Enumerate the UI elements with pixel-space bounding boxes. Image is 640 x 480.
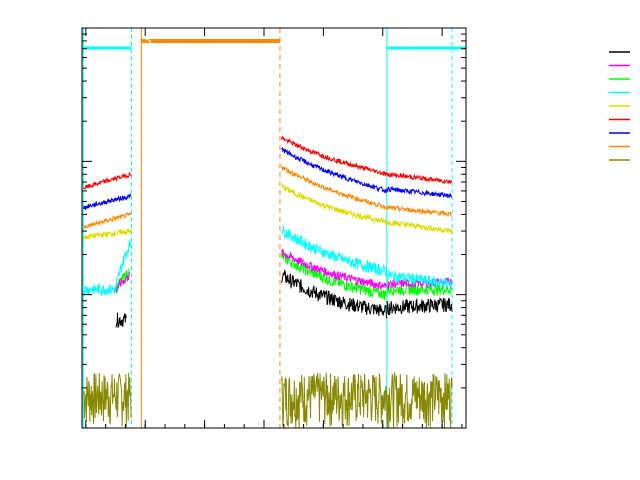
x-tick-label-6: 11:15: [423, 434, 460, 449]
y-tick-label-3: 1000: [45, 22, 78, 37]
series-800_7000keV-segment-2: [386, 204, 453, 218]
x-tick-label-5: 11:00: [364, 434, 401, 449]
x-tick-label-0: 09:45: [67, 434, 104, 449]
x-tick-label-3: 10:30: [245, 434, 282, 449]
legend-label-8: 7000 - 15000 keV: [502, 153, 604, 167]
x-tick-label-4: 10:45: [305, 434, 342, 449]
series-3_6keV-segment-0: [115, 312, 127, 328]
legend-label-3: 25 - 50 keV: [538, 86, 604, 100]
legend-label-4: 50 - 100 keV: [531, 99, 604, 113]
series-3_6keV-segment-2: [386, 296, 453, 316]
series-25_50keV-segment-0: [83, 282, 116, 297]
x-tick-label-2: 10:15: [186, 434, 223, 449]
series-300_800keV-segment-1: [281, 146, 387, 194]
axis-layer: 09:45 10:00 10:15 10:30 10:45 11:00 11:15 1 10 10…: [45, 22, 466, 449]
legend-label-1: 6 - 12 keV: [546, 59, 604, 73]
data-layer: [82, 28, 466, 429]
legend-label-2: 12 - 25 keV: [538, 72, 604, 86]
legend-label-0: 3 - 6 keV: [553, 45, 604, 59]
series-7000_15000keV-segment-1: [281, 372, 453, 429]
plot-frame: [81, 27, 467, 429]
series-12_25keV-segment-0: [115, 268, 130, 294]
x-tick-label-1: 10:00: [126, 434, 163, 449]
y-tick-label-1: 10: [61, 289, 78, 304]
series-7000_15000keV-segment-0: [83, 372, 132, 428]
y-tick-label-0: 1: [70, 422, 78, 437]
series-50_100keV-segment-1: [281, 183, 387, 225]
series-100_300keV-segment-0: [83, 171, 132, 190]
chart-title: RHESSI Observing Summary Count Rates, Co…: [85, 2, 478, 20]
series-3_6keV-segment-1: [281, 269, 387, 319]
y-tick-label-2: 100: [53, 155, 78, 170]
legend-header-line1: Det 1,3,4,5,6,9,: [535, 15, 629, 29]
series-300_800keV-segment-2: [386, 185, 453, 199]
series-50_100keV-segment-0: [83, 227, 132, 241]
flag-marker-s: S: [145, 34, 152, 47]
series-100_300keV-segment-2: [386, 171, 452, 185]
series-25_50keV-segment-1: [115, 240, 132, 291]
footer-date: 14-Oct-2021 07:23: [560, 468, 636, 477]
legend-label-7: 800 - 7000 keV: [516, 140, 604, 154]
series-6_12keV-segment-1: [281, 248, 387, 290]
legend-label-5: 100 - 300 keV: [524, 113, 604, 127]
series-300_800keV-segment-0: [83, 192, 132, 211]
series-100_300keV-segment-1: [281, 134, 387, 177]
series-25_50keV-segment-2: [281, 225, 387, 277]
series-6_12keV-segment-0: [115, 271, 130, 292]
legend-header-line2: Att 0: [600, 28, 629, 42]
series-800_7000keV-segment-1: [281, 165, 387, 211]
series-12_25keV-segment-2: [386, 282, 453, 297]
series-50_100keV-segment-2: [386, 219, 453, 235]
y-axis-label: Corrected Count Rate (s⁻¹ detector⁻¹): [23, 118, 38, 363]
series-12_25keV-segment-1: [281, 251, 387, 301]
series-800_7000keV-segment-0: [83, 212, 132, 230]
legend-label-6: 300 - 800 keV: [524, 126, 604, 140]
x-axis-label: Start Time (25-Feb-07 09:44:02): [205, 456, 415, 471]
series-25_50keV-segment-3: [386, 270, 453, 291]
